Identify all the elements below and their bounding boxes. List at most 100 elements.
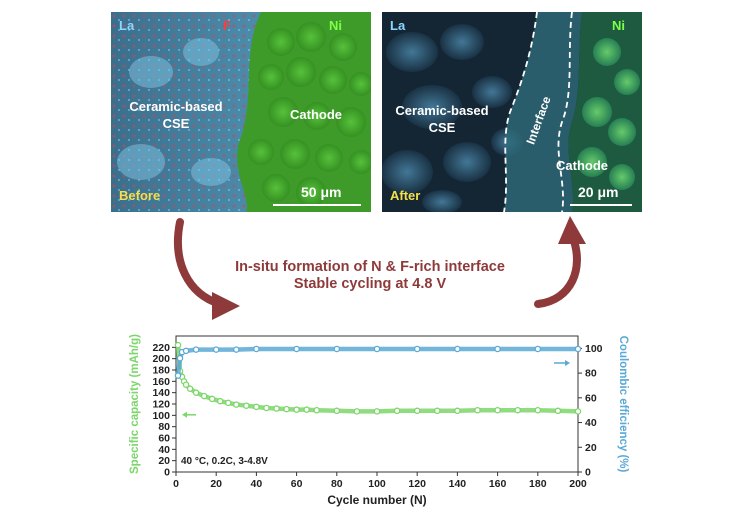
x-tick-label: 140: [449, 478, 467, 490]
stage-label-before: Before: [119, 188, 161, 203]
y-right-tick-label: 0: [585, 467, 591, 479]
eds-map-after-image: [382, 12, 642, 212]
y-left-tick-label: 0: [164, 467, 170, 479]
stage-label-after: After: [390, 188, 421, 203]
x-tick-label: 0: [173, 478, 179, 490]
data-point-left: [434, 407, 441, 415]
data-point-left: [174, 341, 182, 349]
data-point-left: [534, 406, 542, 414]
series-line-left: [175, 342, 581, 414]
x-tick-label: 100: [368, 478, 386, 490]
element-label-ni: Ni: [329, 18, 342, 33]
data-point-left: [514, 406, 521, 414]
x-tick-label: 60: [291, 478, 303, 490]
y-left-tick-label: 200: [152, 353, 170, 365]
data-point-left: [182, 381, 190, 388]
data-point-left: [225, 399, 232, 407]
y-right-tick-label: 20: [585, 442, 597, 454]
x-tick-label: 180: [529, 478, 547, 490]
y-right-tick-label: 80: [585, 368, 597, 380]
element-label-ni: Ni: [612, 18, 625, 33]
data-point-left: [200, 392, 208, 400]
data-point-left: [303, 406, 310, 413]
data-point-right: [176, 355, 184, 362]
x-tick-label: 40: [251, 478, 263, 490]
region-label-cse-line1: Ceramic-based: [395, 103, 489, 118]
data-point-left: [273, 405, 280, 412]
data-point-right: [174, 372, 182, 379]
data-point-left: [263, 404, 270, 412]
y-left-tick-label: 40: [158, 444, 170, 456]
data-point-right: [373, 345, 381, 353]
y-left-tick-label: 160: [152, 376, 170, 388]
eds-map-after: La Ni Ceramic-based CSE Interface Cathod…: [382, 12, 642, 212]
y-left-tick-label: 180: [152, 365, 170, 377]
data-point-right: [534, 345, 542, 353]
data-point-left: [474, 406, 481, 414]
data-point-left: [293, 406, 300, 413]
eds-map-before: La F Ni Ceramic-based CSE Cathode Before…: [111, 12, 371, 212]
data-point-right: [293, 345, 300, 353]
y-left-tick-label: 120: [152, 399, 170, 411]
x-tick-label: 80: [331, 478, 343, 490]
right-axis-arrowhead-icon: [565, 359, 570, 366]
cycling-chart: 0 20 40 60 80 100 120 140 160 180 2000204060801001…: [129, 334, 629, 507]
y-right-tick-label: 60: [585, 392, 597, 404]
series-line-right: [175, 346, 581, 378]
data-point-left: [253, 403, 260, 411]
y-left-axis-label: Specific capacity (mAh/g): [129, 334, 141, 474]
transition-arrows: [173, 216, 586, 320]
eds-map-before-image: [111, 12, 371, 212]
region-label-cse: Ceramic-based CSE: [382, 102, 502, 136]
element-label-f: F: [223, 18, 231, 33]
scale-bar: [570, 204, 632, 206]
scale-bar-label: 50 μm: [301, 184, 342, 200]
region-label-cse-line1: Ceramic-based: [129, 99, 223, 114]
element-label-la: La: [119, 18, 135, 33]
element-label-la: La: [390, 18, 406, 33]
data-point-left: [393, 407, 401, 415]
region-label-cse: Ceramic-based CSE: [111, 98, 241, 132]
data-point-left: [313, 406, 320, 414]
y-right-axis-label: Coulombic efficiency (%): [617, 336, 629, 473]
data-point-left: [574, 408, 582, 415]
y-left-tick-label: 20: [158, 455, 170, 467]
curved-arrow-up-icon: [534, 234, 581, 308]
data-point-right: [212, 346, 220, 353]
data-point-left: [333, 407, 341, 415]
y-left-tick-label: 220: [152, 342, 170, 354]
data-point-right: [494, 345, 501, 353]
arrowhead-up-icon: [558, 216, 586, 244]
data-point-left: [353, 408, 361, 415]
left-axis-arrowhead-icon: [182, 411, 187, 418]
data-point-left: [208, 395, 216, 403]
arrowhead-right-icon: [212, 292, 240, 320]
data-point-right: [454, 345, 461, 353]
region-label-cathode: Cathode: [290, 107, 342, 122]
x-tick-label: 200: [569, 478, 587, 490]
y-left-tick-label: 80: [158, 421, 170, 433]
data-point-right: [192, 346, 200, 353]
y-left-tick-label: 60: [158, 433, 170, 445]
scale-bar-label: 20 μm: [578, 184, 619, 200]
data-point-right: [253, 345, 260, 353]
data-point-left: [373, 408, 381, 415]
data-point-right: [574, 345, 582, 353]
data-point-left: [494, 406, 501, 414]
y-right-tick-label: 40: [585, 417, 597, 429]
data-point-right: [413, 345, 421, 353]
region-label-cse-line2: CSE: [162, 116, 190, 131]
data-point-left: [283, 405, 290, 413]
data-point-left: [216, 397, 224, 405]
data-point-left: [192, 389, 200, 396]
x-tick-label: 160: [489, 478, 507, 490]
y-right-tick-label: 100: [585, 343, 603, 355]
data-point-right: [233, 346, 240, 353]
x-tick-label: 20: [210, 478, 222, 490]
data-point-right: [333, 345, 341, 353]
region-label-cathode: Cathode: [556, 158, 608, 173]
condition-annotation: 40 °C, 0.2C, 3-4.8V: [181, 456, 268, 467]
data-point-left: [243, 402, 250, 409]
scale-bar: [273, 204, 361, 206]
data-point-left: [186, 385, 194, 392]
